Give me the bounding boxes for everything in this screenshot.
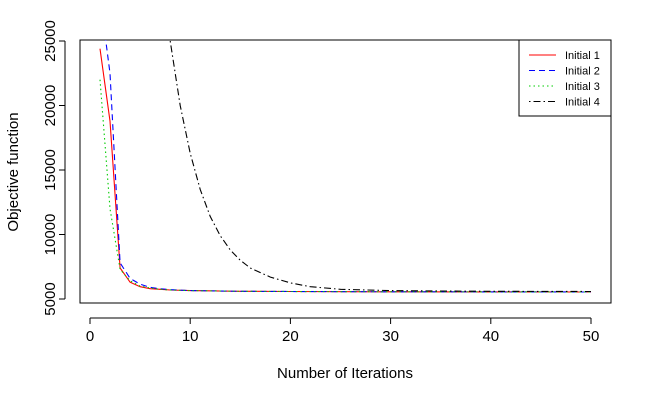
legend-label-2: Initial 2 bbox=[565, 66, 600, 78]
y-tick-label: 5000 bbox=[42, 282, 59, 315]
legend-label-4: Initial 4 bbox=[565, 97, 600, 109]
series-layer bbox=[99, 40, 592, 293]
legend-box bbox=[518, 39, 612, 117]
y-tick-label: 15000 bbox=[42, 149, 59, 191]
axes-layer: 0 10 20 30 40 50 5000 10000 15000 20000 25000 bbox=[42, 20, 599, 345]
legend-label-3: Initial 3 bbox=[565, 81, 600, 93]
y-tick-label: 20000 bbox=[42, 85, 59, 127]
x-tick-label: 50 bbox=[583, 328, 600, 345]
series-line-1 bbox=[99, 48, 592, 293]
y-tick-label: 10000 bbox=[42, 214, 59, 256]
y-tick-label: 25000 bbox=[42, 20, 59, 62]
series-line-3 bbox=[99, 79, 592, 293]
plot-frame bbox=[79, 39, 612, 304]
x-tick-label: 0 bbox=[86, 328, 94, 345]
legend: Initial 1 Initial 2 Initial 3 Initial 4 bbox=[518, 39, 612, 117]
legend-label-1: Initial 1 bbox=[565, 50, 600, 62]
x-tick-label: 30 bbox=[382, 328, 399, 345]
x-tick-label: 10 bbox=[182, 328, 199, 345]
series-line-4 bbox=[169, 40, 592, 293]
x-axis-title: Number of Iterations bbox=[277, 365, 413, 382]
x-tick-label: 40 bbox=[482, 328, 499, 345]
y-axis-title: Objective function bbox=[5, 112, 22, 231]
series-line-2 bbox=[105, 40, 592, 293]
x-tick-label: 20 bbox=[282, 328, 299, 345]
